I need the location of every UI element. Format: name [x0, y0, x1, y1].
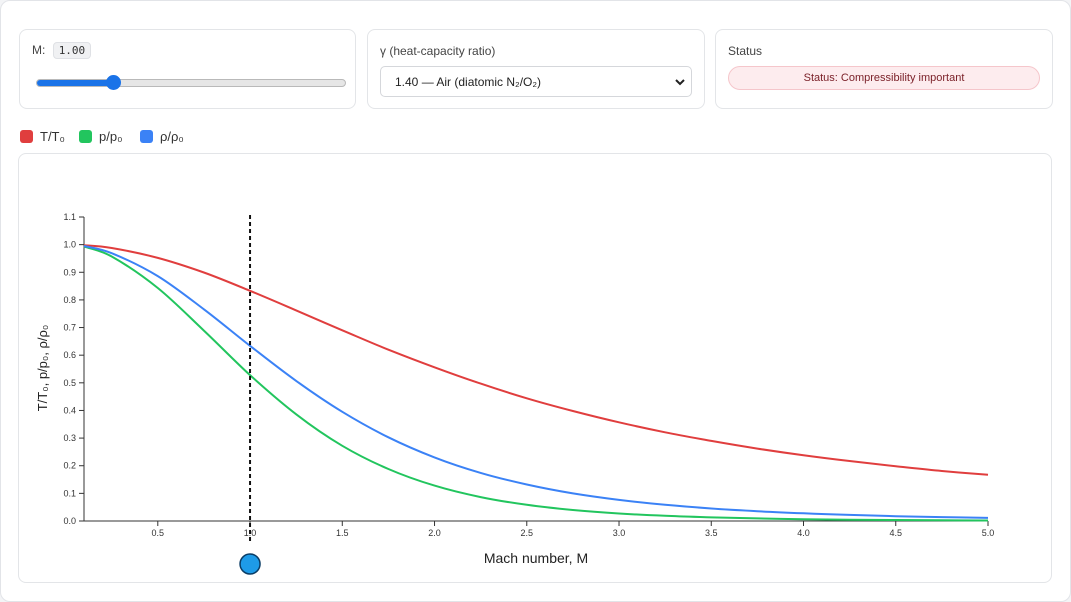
x-tick-label: 2.5: [521, 528, 534, 538]
chart-series: [83, 244, 989, 522]
x-tick-label: 0.5: [152, 528, 165, 538]
mach-slider-thumb[interactable]: [105, 75, 121, 90]
x-tick-label: 4.0: [797, 528, 810, 538]
mach-slider-fill: [37, 80, 114, 86]
y-tick-label: 0.1: [63, 488, 76, 498]
chevron-down-icon: [675, 79, 685, 86]
legend-swatch-pressure: [79, 130, 92, 143]
y-tick-label: 0.5: [63, 378, 76, 388]
gamma-selected-value: 1.40 — Air (diatomic N₂/O₂): [395, 75, 542, 89]
x-tick-label: 2.0: [428, 528, 441, 538]
gamma-label: γ (heat-capacity ratio): [380, 44, 496, 58]
y-tick-label: 1.1: [63, 212, 76, 222]
status-badge: Status: Compressibility important: [728, 66, 1040, 90]
pressure-ratio-line: [83, 245, 989, 522]
y-tick-label: 0.4: [63, 405, 76, 415]
status-card: Status Status: Compressibility important: [715, 29, 1053, 109]
mach-label: M: 1.00: [32, 42, 92, 59]
x-tick-label: 4.5: [889, 528, 902, 538]
legend-item-temperature: T/T₀: [20, 129, 65, 144]
mach-control-card: M: 1.00: [19, 29, 356, 109]
status-label: Status: [728, 44, 763, 58]
y-tick-label: 0.3: [63, 433, 76, 443]
y-tick-label: 0.6: [63, 350, 76, 360]
x-axis-label: Mach number, M: [484, 550, 588, 566]
x-tick-label: 5.0: [982, 528, 995, 538]
legend-swatch-density: [140, 130, 153, 143]
gamma-control-card: γ (heat-capacity ratio) 1.40 — Air (diat…: [367, 29, 705, 109]
legend-swatch-temperature: [20, 130, 33, 143]
y-tick-label: 1.0: [63, 240, 76, 250]
mach-marker-handle[interactable]: [239, 553, 261, 575]
y-tick-label: 0.0: [63, 516, 76, 526]
chart-card: [18, 153, 1052, 583]
y-tick-label: 0.9: [63, 267, 76, 277]
mach-slider[interactable]: [36, 75, 346, 90]
mach-marker[interactable]: [239, 215, 261, 575]
y-tick-label: 0.8: [63, 295, 76, 305]
y-tick-label: 0.2: [63, 461, 76, 471]
mach-value-readout: 1.00: [52, 42, 92, 59]
y-tick-label: 0.7: [63, 323, 76, 333]
y-axis-label: T/T₀, p/p₀, ρ/ρ₀: [35, 325, 50, 412]
legend-item-pressure: p/p₀: [79, 129, 122, 144]
chart-axes: 0.0 0.1 0.2 0.3 0.4 0.5 0.6 0.7 0.8 0.9 1.0 1.1 0.5 1…: [63, 212, 994, 538]
temperature-ratio-line: [83, 244, 989, 476]
x-tick-label: 3.0: [613, 528, 626, 538]
density-ratio-line: [83, 245, 989, 519]
x-tick-label: 1.5: [336, 528, 349, 538]
gamma-select[interactable]: 1.40 — Air (diatomic N₂/O₂): [380, 66, 692, 97]
legend-item-density: ρ/ρ₀: [140, 129, 184, 144]
x-tick-label: 3.5: [705, 528, 718, 538]
